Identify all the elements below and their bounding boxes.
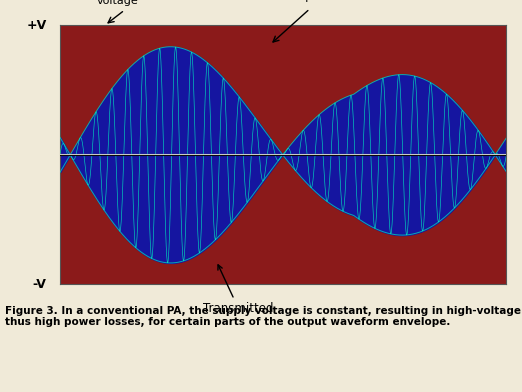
Text: -V: -V bbox=[33, 278, 46, 291]
Text: Dissipated as heat: Dissipated as heat bbox=[279, 0, 383, 2]
Text: +V: +V bbox=[27, 19, 46, 32]
Text: Transmitted: Transmitted bbox=[203, 265, 274, 315]
Text: Figure 3. In a conventional PA, the supply voltage is constant, resulting in hig: Figure 3. In a conventional PA, the supp… bbox=[5, 306, 522, 327]
Text: Fixed supply
voltage: Fixed supply voltage bbox=[97, 0, 165, 6]
